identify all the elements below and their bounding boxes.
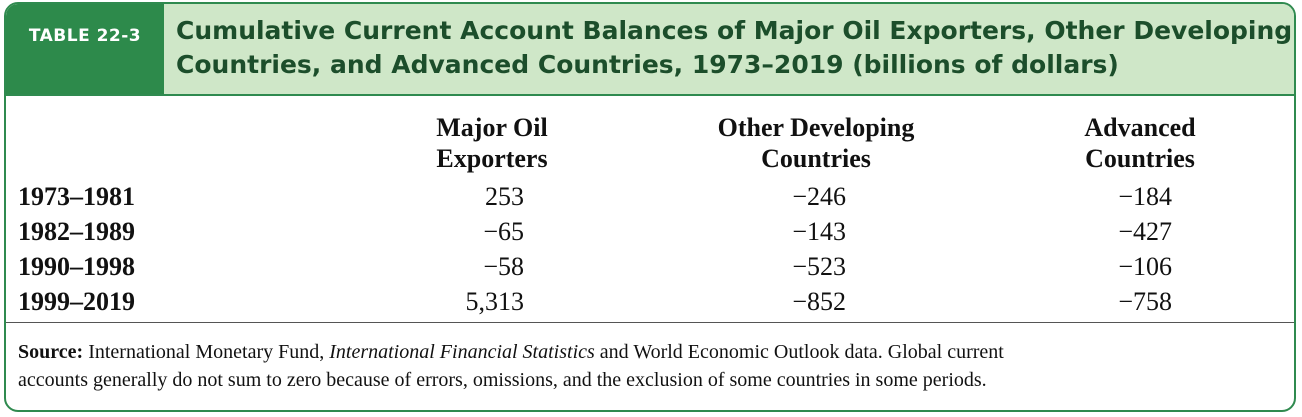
row-period: 1973–1981 — [18, 182, 135, 211]
column-header-line: Other Developing — [717, 113, 915, 142]
source-line-1: Source: International Monetary Fund, Int… — [18, 338, 1284, 366]
table-number-badge: TABLE 22-3 — [6, 4, 164, 94]
cell-other-developing: −523 — [792, 252, 846, 281]
cell-advanced: −106 — [1118, 252, 1172, 281]
column-header-line: Major Oil — [436, 113, 548, 142]
table-row: 1982–1989 −65 −143 −427 — [6, 217, 1294, 251]
cell-major-oil: −58 — [483, 252, 524, 281]
column-header-major-oil-exporters: Major Oil Exporters — [366, 112, 618, 174]
cell-advanced: −427 — [1118, 217, 1172, 246]
source-publication: International Financial Statistics — [329, 341, 595, 363]
table-title-line-1: Cumulative Current Account Balances of M… — [176, 16, 1293, 45]
cell-major-oil: −65 — [483, 217, 524, 246]
column-header-advanced-countries: Advanced Countries — [1016, 112, 1264, 174]
column-header-line: Advanced — [1084, 113, 1196, 142]
column-header-line: Exporters — [436, 144, 548, 173]
column-header-line: Countries — [1085, 144, 1195, 173]
source-text: and World Economic Outlook data. Global … — [594, 341, 1004, 363]
source-label: Source: — [18, 341, 84, 363]
row-period: 1999–2019 — [18, 287, 135, 316]
table-title: Cumulative Current Account Balances of M… — [176, 14, 1293, 82]
cell-advanced: −184 — [1118, 182, 1172, 211]
table-row: 1990–1998 −58 −523 −106 — [6, 252, 1294, 286]
source-divider — [6, 322, 1294, 323]
cell-major-oil: 5,313 — [465, 287, 525, 316]
row-period: 1990–1998 — [18, 252, 135, 281]
table-row: 1973–1981 253 −246 −184 — [6, 182, 1294, 216]
column-header-line: Countries — [761, 144, 871, 173]
source-line-2: accounts generally do not sum to zero be… — [18, 369, 987, 391]
table-title-line-2: Countries, and Advanced Countries, 1973–… — [176, 50, 1119, 79]
table-frame: TABLE 22-3 Cumulative Current Account Ba… — [4, 2, 1296, 412]
cell-other-developing: −143 — [792, 217, 846, 246]
table-row: 1999–2019 5,313 −852 −758 — [6, 287, 1294, 321]
cell-major-oil: 253 — [485, 182, 524, 211]
cell-other-developing: −246 — [792, 182, 846, 211]
table-header: TABLE 22-3 Cumulative Current Account Ba… — [6, 4, 1294, 96]
cell-other-developing: −852 — [792, 287, 846, 316]
source-note: Source: International Monetary Fund, Int… — [18, 338, 1284, 394]
source-text: International Monetary Fund, — [83, 341, 330, 363]
column-header-other-developing: Other Developing Countries — [666, 112, 966, 174]
cell-advanced: −758 — [1118, 287, 1172, 316]
table-number-label: TABLE 22-3 — [28, 26, 142, 46]
row-period: 1982–1989 — [18, 217, 135, 246]
